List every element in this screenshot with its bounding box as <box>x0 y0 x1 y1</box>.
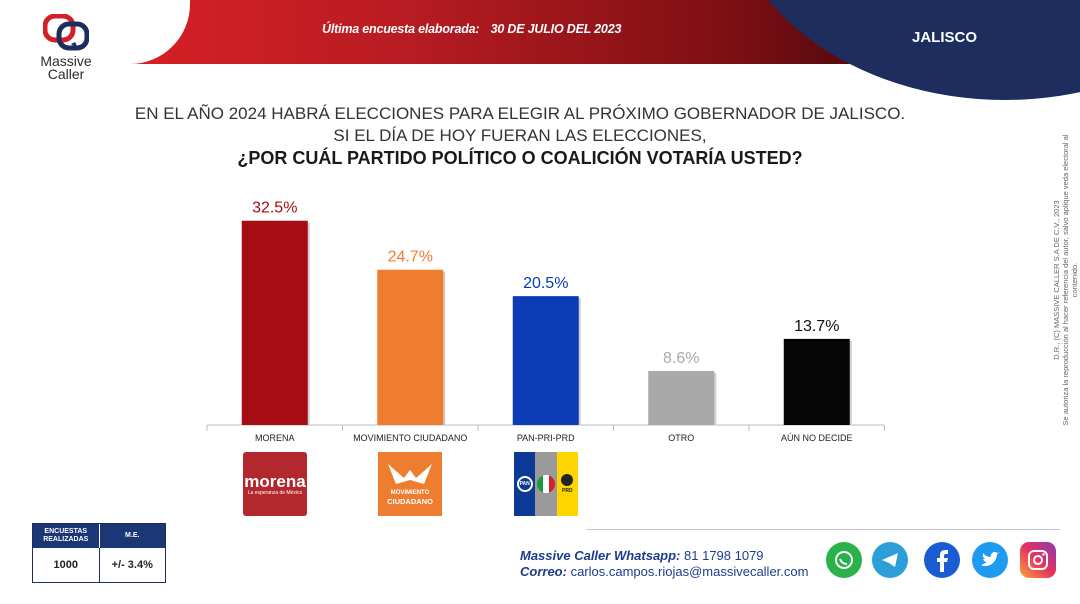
stats-table-row: 1000 +/- 3.4% <box>33 548 165 582</box>
eagle-icon <box>388 464 432 484</box>
sun-icon <box>561 474 574 486</box>
footer-divider <box>586 529 1060 530</box>
x-tick-label: OTRO <box>668 433 694 443</box>
pan-logo: PAN <box>514 452 536 516</box>
x-tick-label: AÚN NO DECIDE <box>781 433 853 443</box>
survey-date-label: Última encuesta elaborada: <box>322 22 480 36</box>
whatsapp-label: Massive Caller Whatsapp: <box>520 548 681 563</box>
coalition-logo: PAN PRD <box>514 452 578 516</box>
stats-value-surveys: 1000 <box>33 548 100 582</box>
stats-header-surveys: ENCUESTAS REALIZADAS <box>33 524 100 548</box>
bar-1 <box>377 269 444 425</box>
state-name: JALISCO <box>912 29 978 46</box>
mc-logo: MOVIMIENTO CIUDADANO <box>378 452 442 516</box>
bar-0 <box>241 220 308 425</box>
bar-value-label: 20.5% <box>523 275 568 292</box>
pri-emblem-icon <box>536 475 555 493</box>
brand-line2: Caller <box>47 66 85 82</box>
stats-value-margin: +/- 3.4% <box>111 559 153 571</box>
x-tick-label: PAN-PRI-PRD <box>517 433 575 443</box>
bar-value-label: 13.7% <box>794 318 839 335</box>
pan-logo-text: PAN <box>516 476 533 492</box>
email-address[interactable]: carlos.campos.riojas@massivecaller.com <box>570 564 809 579</box>
mc-logo-line2: CIUDADANO <box>387 497 433 506</box>
stats-header-margin: M.E. <box>125 532 140 539</box>
stats-table-header: ENCUESTAS REALIZADAS M.E. <box>33 524 165 548</box>
morena-logo: morena La esperanza de México <box>243 452 307 516</box>
copyright-line1: D.R., (C) MASSIVE CALLER S.A DE C.V., 20… <box>1052 200 1061 360</box>
stats-table: ENCUESTAS REALIZADAS M.E. 1000 +/- 3.4% <box>32 523 166 583</box>
bar-value-label: 32.5% <box>252 200 297 217</box>
bar-value-label: 8.6% <box>663 350 699 367</box>
question-line2: SI EL DÍA DE HOY FUERAN LAS ELECCIONES, <box>333 126 707 145</box>
survey-date: Última encuesta elaborada: 30 DE JULIO D… <box>322 22 621 36</box>
survey-date-value: 30 DE JULIO DEL 2023 <box>490 22 622 36</box>
prd-logo-text: PRD <box>562 488 573 494</box>
email-label: Correo: <box>520 564 567 579</box>
morena-logo-tagline: La esperanza de México <box>247 490 303 496</box>
x-tick-label: MORENA <box>255 433 295 443</box>
telegram-icon[interactable] <box>872 542 908 578</box>
x-tick-label: MOVIMIENTO CIUDADANO <box>353 433 467 443</box>
bar-2 <box>512 296 579 425</box>
footer-email: Correo: carlos.campos.riojas@massivecall… <box>520 564 808 579</box>
instagram-icon[interactable] <box>1020 542 1056 578</box>
morena-logo-name: morena <box>244 472 306 491</box>
brand-logo: Massive Caller <box>30 14 102 84</box>
whatsapp-icon[interactable] <box>826 542 862 578</box>
footer-whatsapp: Massive Caller Whatsapp: 81 1798 1079 <box>520 548 764 563</box>
bar-4 <box>783 338 850 425</box>
bar-value-label: 24.7% <box>388 249 433 266</box>
question-line3: ¿POR CUÁL PARTIDO POLÍTICO O COALICIÓN V… <box>237 148 803 168</box>
bar-3 <box>648 370 715 425</box>
copyright: D.R., (C) MASSIVE CALLER S.A DE C.V., 20… <box>1052 130 1079 430</box>
copyright-line2: Se autoriza la reproducción al hacer ref… <box>1061 134 1079 426</box>
mc-logo-line1: MOVIMIENTO <box>390 490 430 496</box>
brand-logo-icon <box>43 14 89 51</box>
whatsapp-number[interactable]: 81 1798 1079 <box>684 548 764 563</box>
twitter-icon[interactable] <box>972 542 1008 578</box>
facebook-icon[interactable] <box>924 542 960 578</box>
prd-logo: PRD <box>556 452 578 516</box>
question-line1: EN EL AÑO 2024 HABRÁ ELECCIONES PARA ELE… <box>134 104 906 123</box>
pri-logo <box>535 452 557 516</box>
brand-line1: Massive <box>40 53 92 69</box>
